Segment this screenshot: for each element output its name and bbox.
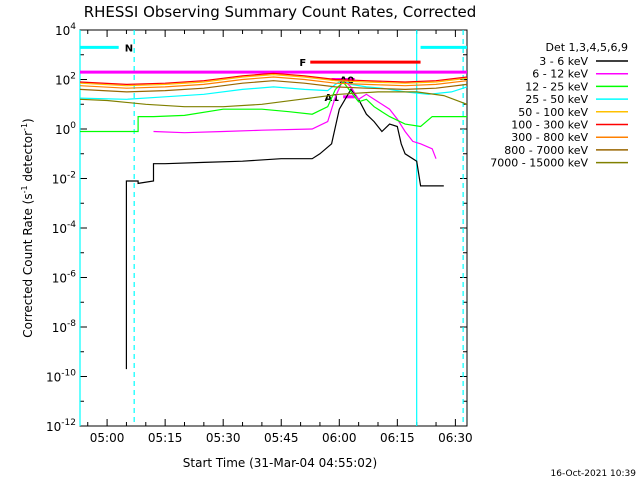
legend-entry-label: 3 - 6 keV <box>539 55 588 68</box>
x-axis-label: Start Time (31-Mar-04 04:55:02) <box>183 456 377 470</box>
y-tick-label: 100 <box>55 121 76 137</box>
y-tick-label: 10-12 <box>46 418 76 434</box>
series-line <box>79 80 468 93</box>
legend-entry-label: 300 - 800 keV <box>511 131 588 144</box>
legend-entry-label: 7000 - 15000 keV <box>490 157 588 170</box>
x-tick-label: 05:30 <box>206 431 241 445</box>
series-line <box>80 81 467 133</box>
y-axis-label: Corrected Count Rate (s-1 detector-1) <box>20 118 35 337</box>
legend-entry-label: 800 - 7000 keV <box>504 144 588 157</box>
x-tick-label: 05:00 <box>90 431 125 445</box>
series-line <box>79 78 468 100</box>
x-tick-label: 05:15 <box>148 431 183 445</box>
legend-entry-label: 100 - 300 keV <box>511 119 588 132</box>
x-tick-label: 06:15 <box>380 431 415 445</box>
y-tick-label: 10-10 <box>46 369 76 385</box>
y-axis: 104 102 100 10-2 10-4 10-6 10-8 10-10 10-12 <box>46 22 467 434</box>
footer-timestamp: 16-Oct-2021 10:39 <box>551 469 637 479</box>
y-tick-label: 10-8 <box>52 319 77 335</box>
legend-entry-label: 25 - 50 keV <box>525 93 588 106</box>
attenuator-label: F <box>299 58 306 69</box>
x-tick-label: 06:00 <box>322 431 357 445</box>
legend-entry-label: 50 - 100 keV <box>518 106 588 119</box>
series-lines <box>79 72 468 370</box>
series-line <box>79 76 468 89</box>
y-tick-label: 102 <box>55 72 76 88</box>
y-tick-label: 10-2 <box>52 171 76 187</box>
attenuator-label: N <box>125 43 133 54</box>
legend-title: Det 1,3,4,5,6,9 <box>545 41 628 54</box>
x-tick-label: 06:30 <box>438 431 473 445</box>
series-line <box>79 72 468 86</box>
y-tick-label: 104 <box>55 22 76 38</box>
x-tick-label: 05:45 <box>264 431 299 445</box>
series-line <box>79 91 468 108</box>
series-line <box>125 88 444 370</box>
legend-entry-label: 6 - 12 keV <box>532 68 588 81</box>
y-tick-label: 10-4 <box>52 220 77 236</box>
series-line <box>79 73 468 87</box>
y-tick-label: 10-6 <box>52 270 77 286</box>
series-line <box>153 78 437 159</box>
x-axis: 05:00 05:15 05:30 05:45 06:00 06:15 06:30 <box>87 30 473 445</box>
vertical-markers <box>79 30 464 426</box>
chart-title: RHESSI Observing Summary Count Rates, Co… <box>84 3 477 21</box>
legend-entry-label: 12 - 25 keV <box>525 80 588 93</box>
